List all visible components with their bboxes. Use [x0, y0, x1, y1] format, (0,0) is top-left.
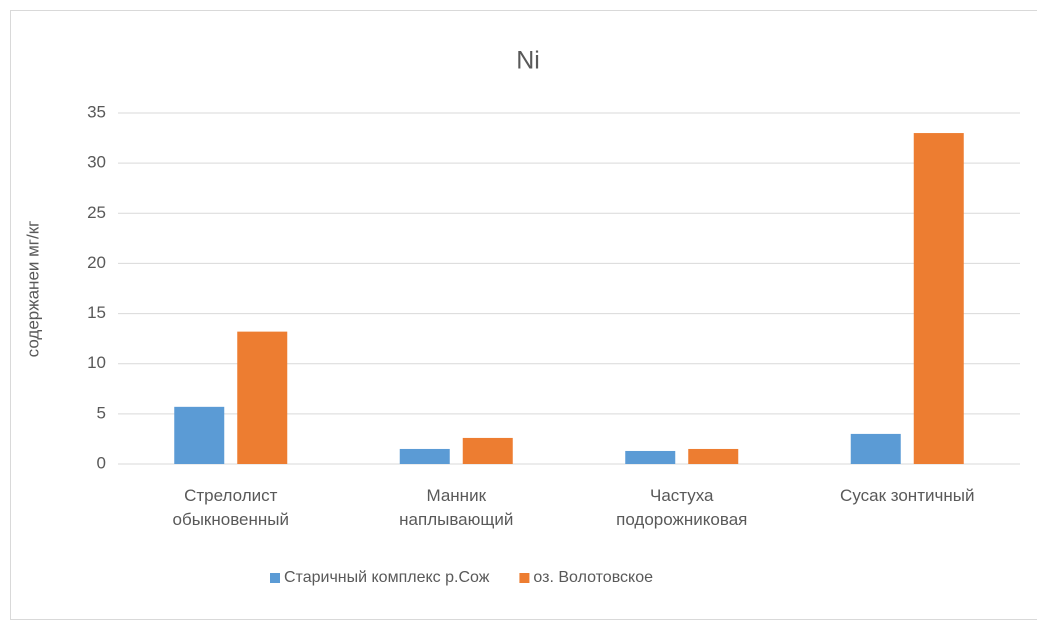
bar: [625, 450, 676, 464]
y-tick-label: 5: [97, 403, 106, 422]
y-tick-label: 15: [87, 303, 106, 322]
y-tick-label: 20: [87, 253, 106, 272]
bar: [237, 331, 288, 464]
page: {"chart_data": {"type": "bar", "title": …: [10, 10, 1037, 620]
y-tick-label: 25: [87, 203, 106, 222]
y-tick-label: 30: [87, 153, 106, 172]
bar: [850, 433, 901, 464]
bar: [462, 437, 513, 464]
x-tick-label: Сусак зонтичный: [840, 486, 975, 505]
legend-swatch: [519, 573, 530, 583]
x-tick-label: Манник наплывающий: [399, 486, 514, 529]
legend-swatch: [270, 573, 280, 583]
bar: [913, 133, 964, 465]
y-tick-label: 35: [87, 102, 106, 121]
bar: [688, 448, 739, 464]
bar: [174, 406, 225, 464]
x-tick-label: Стрелолист обыкновенный: [172, 486, 289, 529]
y-axis-label: содержанеи мг/кг: [23, 221, 42, 358]
bar: [399, 448, 450, 464]
legend-label: оз. Волотовское: [533, 569, 653, 586]
x-tick-label: Частуха подорожниковая: [616, 486, 748, 529]
chart: Ni содержанеи мг/кг 0 5 10 15 20 25 30 35 Старич…: [23, 47, 1020, 586]
legend-label: Старичный комплекс р.Сож: [284, 569, 490, 586]
chart-title: Ni: [516, 47, 540, 75]
y-tick-label: 10: [87, 353, 106, 372]
y-tick-label: 0: [97, 453, 106, 472]
